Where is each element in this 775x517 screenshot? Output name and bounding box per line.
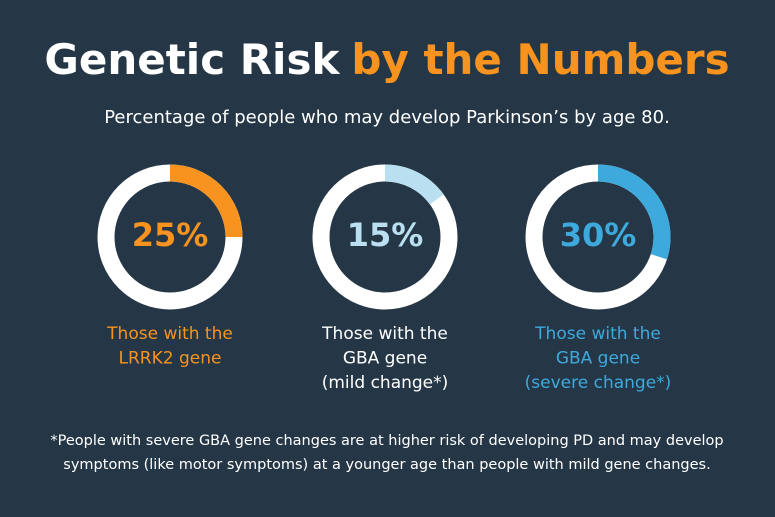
donut-caption: (severe change*)	[525, 373, 672, 393]
footnote: *People with severe GBA gene changes are…	[50, 433, 723, 473]
donut-caption: (mild change*)	[322, 373, 449, 393]
donut-caption: Those with the	[321, 324, 448, 344]
footnote-line: symptoms (like motor symptoms) at a youn…	[63, 457, 710, 473]
donut-segment	[384, 164, 444, 205]
footnote-line: *People with severe GBA gene changes are…	[50, 433, 723, 449]
donut-caption: GBA gene	[343, 349, 427, 369]
donut-caption: Those with the	[534, 324, 661, 344]
title-part: by the Numbers	[351, 35, 729, 84]
donut-caption: Those with the	[106, 324, 233, 344]
value-label: 25%	[132, 216, 209, 254]
title-part: Genetic Risk	[44, 35, 340, 84]
value-label: 15%	[347, 216, 424, 254]
value-label: 30%	[560, 216, 637, 254]
subtitle: Percentage of people who may develop Par…	[104, 107, 670, 128]
donut-caption: LRRK2 gene	[119, 349, 222, 369]
donut-segment	[597, 164, 671, 260]
title: Genetic Risk by the Numbers	[44, 35, 729, 84]
donut-caption: GBA gene	[556, 349, 640, 369]
donut-segment	[169, 164, 243, 238]
